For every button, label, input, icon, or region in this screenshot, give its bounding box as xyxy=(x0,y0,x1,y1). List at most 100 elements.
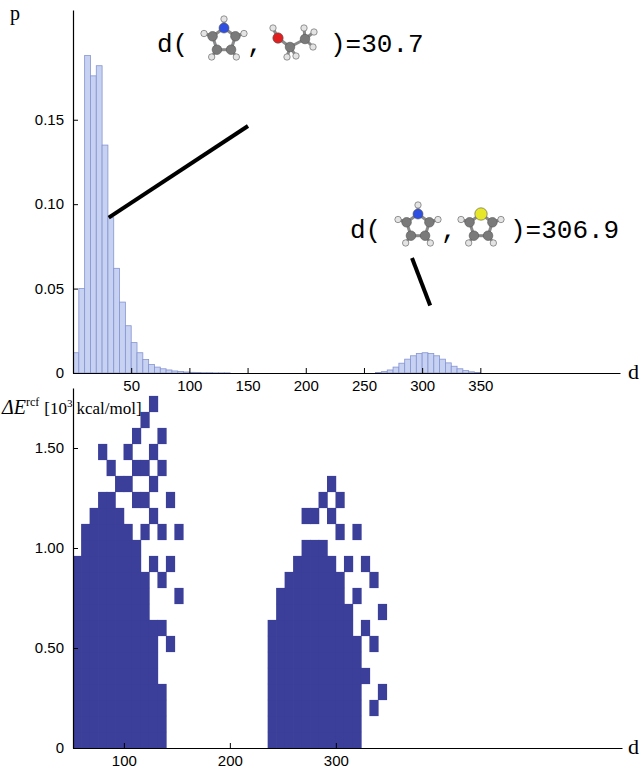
x-tick: 250 xyxy=(352,368,377,394)
scatter-point xyxy=(90,508,99,524)
scatter-point xyxy=(90,716,99,732)
y-axis: 00.050.100.15 xyxy=(35,11,78,382)
molecule-icon xyxy=(395,202,441,246)
scatter-point xyxy=(319,684,328,700)
scatter-point xyxy=(310,732,319,748)
atom xyxy=(465,240,471,246)
x-tick-label: 200 xyxy=(218,752,243,769)
histogram-bar xyxy=(172,371,178,373)
scatter-point xyxy=(81,572,90,588)
scatter-point xyxy=(302,684,311,700)
atom xyxy=(498,216,504,222)
scatter-point xyxy=(285,604,294,620)
scatter-point xyxy=(276,620,285,636)
y-title-sup: rcf xyxy=(26,395,39,409)
histogram-bar xyxy=(143,359,149,373)
scatter-point xyxy=(115,476,124,492)
scatter-point xyxy=(90,540,99,556)
scatter-point xyxy=(327,636,336,652)
histogram-bar xyxy=(213,372,219,373)
scatter-point xyxy=(285,652,294,668)
scatter-point xyxy=(276,668,285,684)
scatter-point xyxy=(276,684,285,700)
x-tick-label: 250 xyxy=(352,377,377,394)
y-tick-mark xyxy=(73,648,78,649)
scatter-point xyxy=(124,636,133,652)
scatter-point xyxy=(98,556,107,572)
scatter-point xyxy=(115,588,124,604)
atom xyxy=(310,44,316,50)
x-tick: 100 xyxy=(177,368,202,394)
scatter-point xyxy=(81,588,90,604)
scatter-point xyxy=(285,732,294,748)
scatter-point xyxy=(149,668,158,684)
scatter-point xyxy=(124,588,133,604)
scatter-point xyxy=(327,732,336,748)
scatter-point xyxy=(157,700,166,716)
atom xyxy=(465,217,475,227)
histogram-bar xyxy=(405,359,411,373)
scatter-point xyxy=(115,636,124,652)
scatter-point xyxy=(293,652,302,668)
scatter-point xyxy=(344,652,353,668)
histogram-bar xyxy=(184,372,190,373)
scatter-point xyxy=(302,620,311,636)
y-title-unit-sup: 3 xyxy=(67,397,73,409)
scatter-point xyxy=(115,572,124,588)
scatter-point xyxy=(90,620,99,636)
scatter-point xyxy=(327,652,336,668)
scatter-point xyxy=(157,572,166,588)
scatter-point xyxy=(124,556,133,572)
scatter-point xyxy=(107,684,116,700)
scatter-point xyxy=(302,508,311,524)
y-title-unit: kcal/mol] xyxy=(76,399,141,418)
y-tick: 0.10 xyxy=(35,195,78,212)
histogram-bar xyxy=(451,366,457,373)
scatter-point xyxy=(285,636,294,652)
scatter-point xyxy=(107,588,116,604)
scatter-point xyxy=(319,620,328,636)
scatter-point xyxy=(73,732,82,748)
scatter-point xyxy=(344,700,353,716)
scatter-point xyxy=(319,588,328,604)
histogram-bar xyxy=(195,372,201,373)
molecule-icon xyxy=(458,208,504,246)
scatter-point xyxy=(124,652,133,668)
atom xyxy=(406,231,416,241)
histogram-bar xyxy=(137,353,143,373)
histogram-bar xyxy=(376,372,382,373)
atom xyxy=(413,209,423,219)
atom xyxy=(201,30,207,36)
scatter-point xyxy=(149,716,158,732)
scatter-point xyxy=(293,620,302,636)
scatter-point xyxy=(132,572,141,588)
scatter-point xyxy=(302,732,311,748)
scatter-point xyxy=(149,700,158,716)
scatter-point xyxy=(157,716,166,732)
scatter-point xyxy=(293,636,302,652)
x-tick: 200 xyxy=(218,743,243,769)
scatter-point xyxy=(115,620,124,636)
x-tick: 300 xyxy=(410,368,435,394)
scatter-point xyxy=(293,700,302,716)
scatter-point xyxy=(115,732,124,748)
scatter-point xyxy=(310,556,319,572)
atom xyxy=(233,54,239,60)
scatter-point xyxy=(98,684,107,700)
annotation-text: )=30.7 xyxy=(330,30,424,60)
scatter-point xyxy=(140,588,149,604)
scatter-point xyxy=(327,476,336,492)
scatter-point xyxy=(73,604,82,620)
y-tick: 1.50 xyxy=(35,439,78,456)
scatter-point xyxy=(149,556,158,572)
scatter-point xyxy=(140,716,149,732)
annotation-text: d( xyxy=(157,30,188,60)
panel-1: 10020030000.501.001.50dΔErcf[103kcal/mol… xyxy=(1,389,639,769)
scatter-point xyxy=(124,524,133,540)
scatter-point xyxy=(319,604,328,620)
scatter-point xyxy=(166,556,175,572)
scatter-point xyxy=(81,732,90,748)
scatter-point xyxy=(319,540,328,556)
scatter-point xyxy=(81,684,90,700)
y-tick-label: 0.10 xyxy=(35,195,64,212)
